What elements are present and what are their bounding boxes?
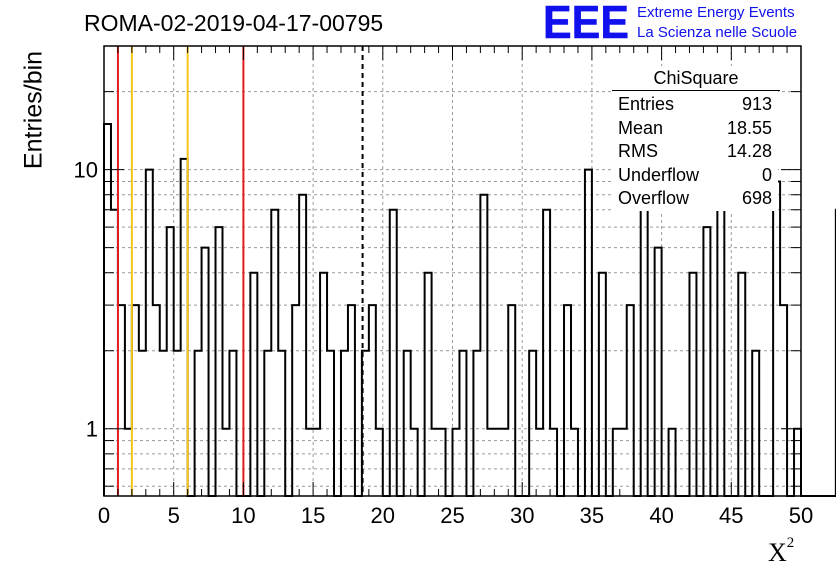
stats-value: 913: [741, 94, 772, 114]
stats-box: ChiSquare Entries 913 Mean 18.55 RMS 14.28 …: [612, 66, 780, 211]
logo-caption: Extreme Energy Events La Scienza nelle S…: [637, 3, 797, 43]
stats-label: Entries: [618, 94, 675, 114]
stats-row-entries: Entries 913: [612, 93, 778, 117]
x-tick-label: 25: [440, 503, 464, 528]
stats-value: 0: [761, 164, 772, 185]
x-tick-label: 35: [580, 503, 604, 528]
stats-row-rms: RMS 14.28: [612, 140, 778, 164]
y-tick-label: 1: [86, 417, 98, 442]
x-tick-label: 5: [168, 503, 180, 528]
stats-value: 14.28: [726, 141, 772, 161]
stats-value: 698: [741, 188, 772, 208]
x-tick-label: 10: [231, 503, 255, 528]
logo-line1: Extreme Energy Events: [637, 4, 795, 21]
x-tick-label: 0: [98, 503, 110, 528]
y-tick-label: 10: [74, 158, 98, 183]
stats-row-underflow: Underflow 0: [612, 164, 778, 188]
stats-value: 18.55: [726, 117, 772, 138]
stats-label: Underflow: [618, 164, 700, 185]
x-tick-label: 45: [719, 503, 743, 528]
x-tick-label: 15: [301, 503, 325, 528]
logo-mark: EEE: [543, 2, 629, 42]
x-axis-exponent: 2: [786, 535, 795, 552]
x-axis-symbol: X: [768, 538, 787, 567]
x-axis-label: X2: [768, 535, 795, 568]
x-tick-label: 30: [510, 503, 534, 528]
stats-title: ChiSquare: [612, 66, 780, 91]
stats-row-overflow: Overflow 698: [612, 187, 778, 211]
x-tick-label: 20: [371, 503, 395, 528]
stats-label: Mean: [618, 117, 664, 138]
y-axis-label: Entries/bin: [19, 50, 48, 170]
stats-row-mean: Mean 18.55: [612, 117, 778, 141]
logo-line2: La Scienza nelle Scuole: [637, 24, 798, 41]
stats-label: RMS: [618, 141, 658, 161]
stats-label: Overflow: [618, 188, 690, 208]
x-tick-label: 50: [789, 503, 813, 528]
chart-title: ROMA-02-2019-04-17-00795: [84, 10, 384, 36]
x-tick-label: 40: [649, 503, 673, 528]
eee-logo: EEE: [543, 2, 629, 42]
